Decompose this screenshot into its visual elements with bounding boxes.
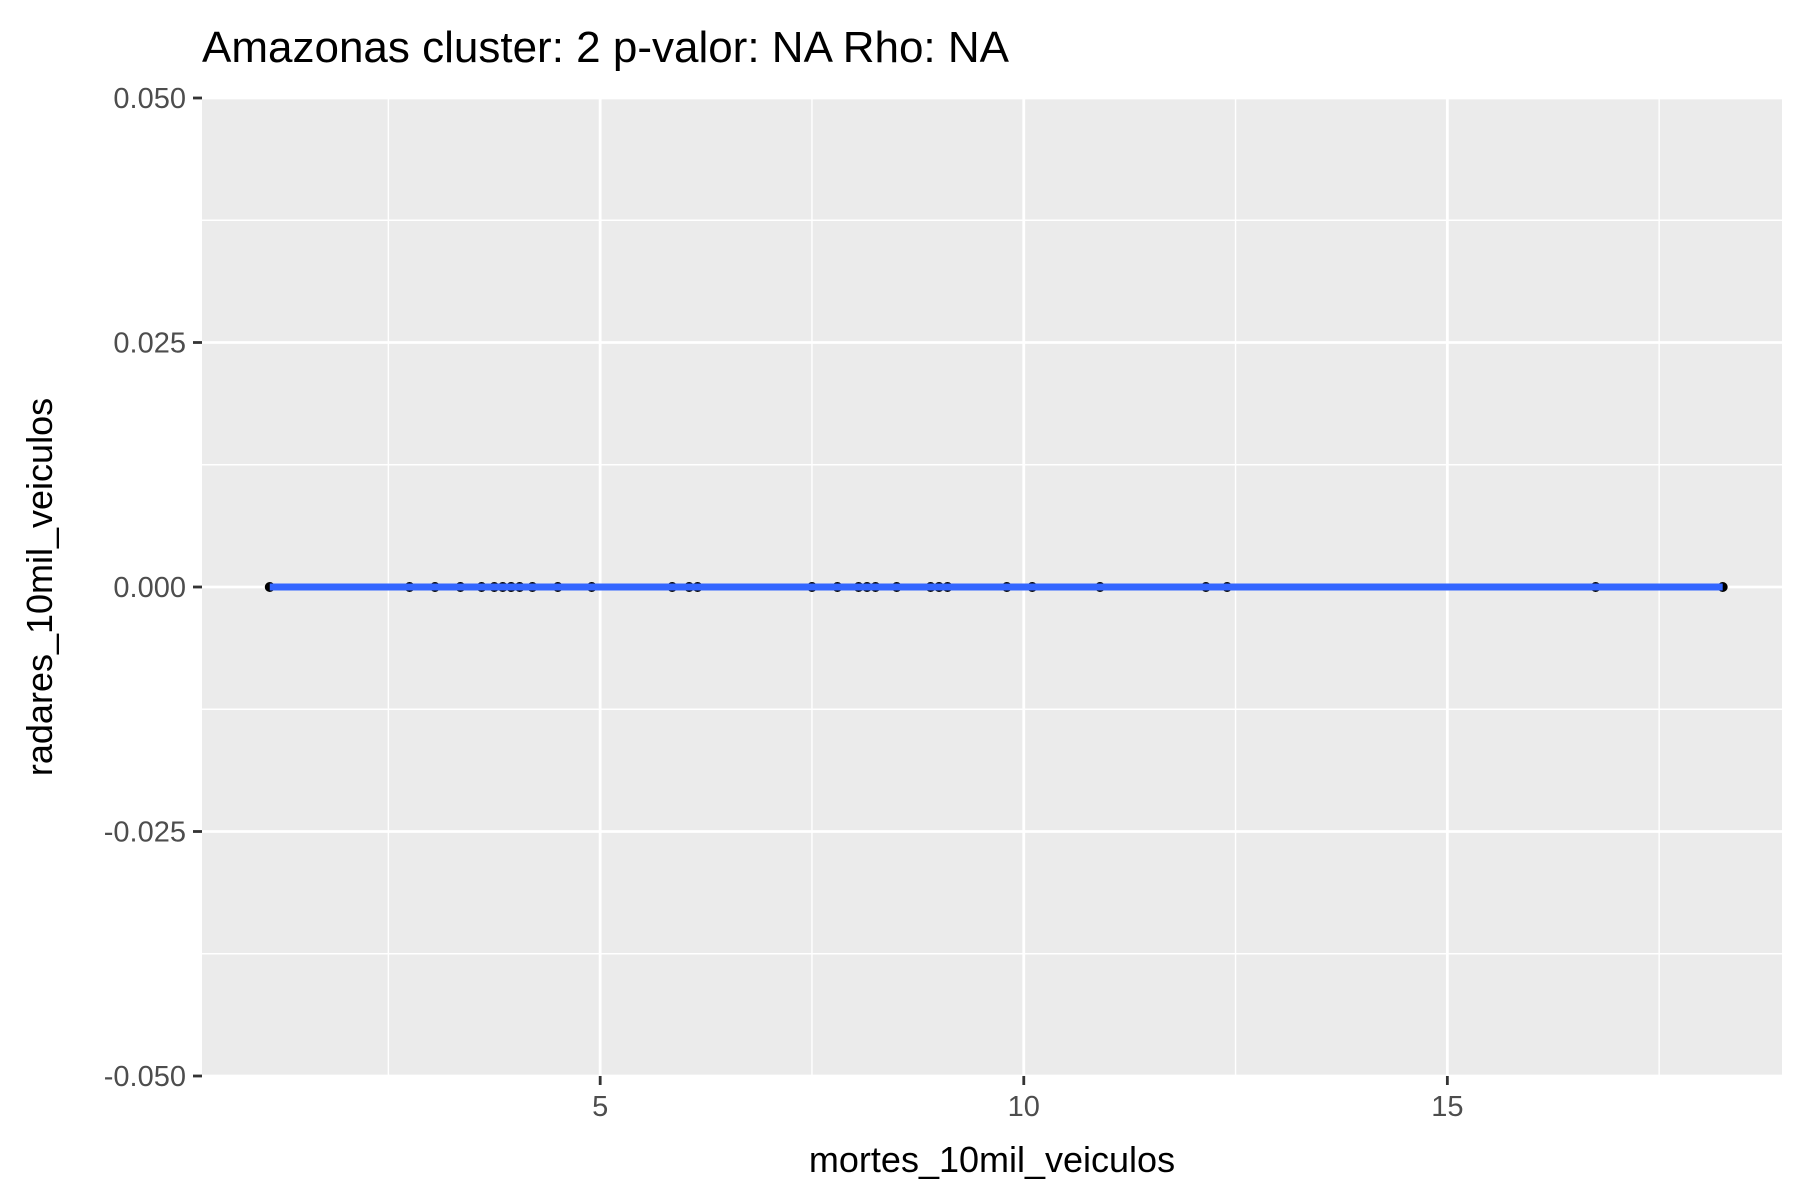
x-axis-title: mortes_10mil_veiculos (809, 1139, 1175, 1180)
x-axis: 5 10 15 (592, 1076, 1463, 1123)
x-tick-label: 15 (1431, 1091, 1463, 1123)
x-tick-label: 10 (1008, 1091, 1040, 1123)
y-axis-title: radares_10mil_veiculos (19, 398, 60, 776)
y-axis: -0.050 -0.025 0.000 0.025 0.050 (104, 83, 202, 1093)
chart-title: Amazonas cluster: 2 p-valor: NA Rho: NA (202, 23, 1010, 72)
y-tick-label: 0.050 (113, 83, 186, 115)
x-tick-label: 5 (592, 1091, 608, 1123)
y-tick-label: -0.025 (104, 817, 186, 849)
y-tick-label: 0.025 (113, 328, 186, 360)
y-tick-label: -0.050 (104, 1061, 186, 1093)
y-tick-label: 0.000 (113, 572, 186, 604)
